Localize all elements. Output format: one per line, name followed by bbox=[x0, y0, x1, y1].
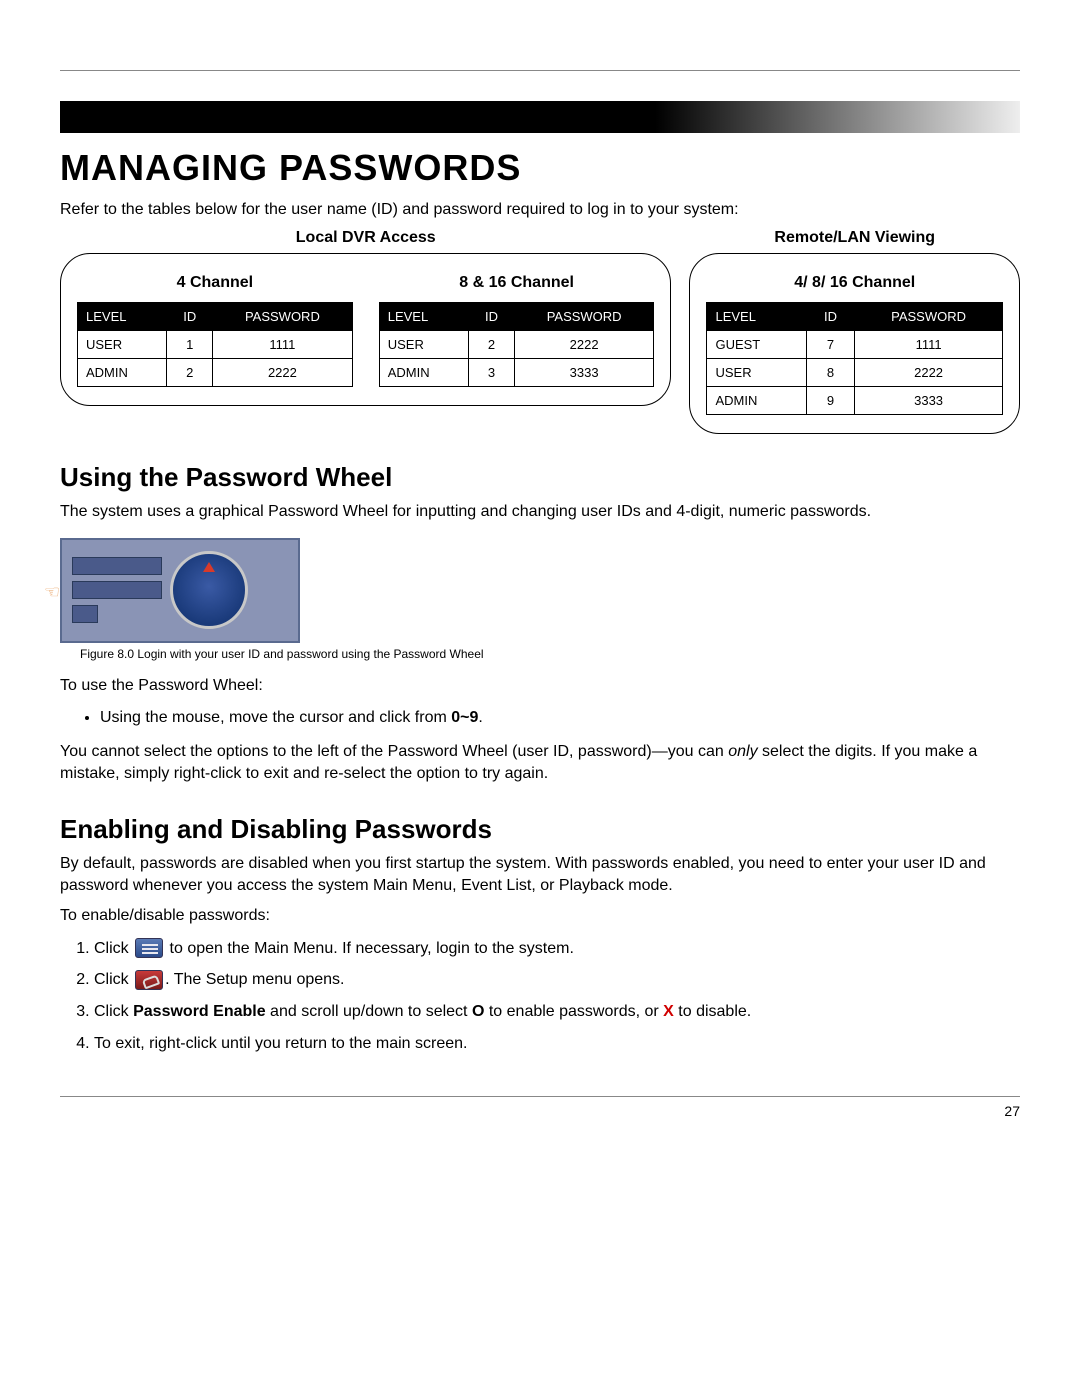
wheel-note: You cannot select the options to the lef… bbox=[60, 741, 1020, 786]
remote-access-label: Remote/LAN Viewing bbox=[689, 229, 1020, 247]
remote-table: LEVEL ID PASSWORD GUEST 7 1111 USER 8 22… bbox=[706, 302, 1003, 415]
table-row: ADMIN 2 2222 bbox=[78, 359, 353, 387]
col-id: ID bbox=[469, 303, 515, 331]
col-id: ID bbox=[806, 303, 854, 331]
page-number: 27 bbox=[60, 1103, 1020, 1119]
enable-desc: By default, passwords are disabled when … bbox=[60, 853, 1020, 898]
page-title: MANAGING PASSWORDS bbox=[60, 147, 1020, 189]
wheel-pw-field bbox=[72, 581, 162, 599]
top-rule bbox=[60, 70, 1020, 71]
col-level: LEVEL bbox=[707, 303, 806, 331]
wheel-small-field bbox=[72, 605, 98, 623]
menu-icon bbox=[135, 938, 163, 958]
col-level: LEVEL bbox=[379, 303, 468, 331]
hand-icon: ☞ bbox=[44, 582, 60, 603]
wheel-heading: Using the Password Wheel bbox=[60, 462, 1020, 493]
local-816ch-heading: 8 & 16 Channel bbox=[379, 274, 655, 292]
step-1: Click to open the Main Menu. If necessar… bbox=[94, 936, 1020, 962]
step-4: To exit, right-click until you return to… bbox=[94, 1031, 1020, 1057]
password-wheel-figure: ☞ bbox=[60, 538, 300, 643]
col-password: PASSWORD bbox=[514, 303, 654, 331]
table-row: USER 2 2222 bbox=[379, 331, 654, 359]
wheel-disc-icon bbox=[170, 551, 248, 629]
local-4ch-table: LEVEL ID PASSWORD USER 1 1111 ADMIN 2 bbox=[77, 302, 353, 387]
to-enable-text: To enable/disable passwords: bbox=[60, 905, 1020, 927]
to-use-text: To use the Password Wheel: bbox=[60, 675, 1020, 697]
table-row: ADMIN 3 3333 bbox=[379, 359, 654, 387]
intro-text: Refer to the tables below for the user n… bbox=[60, 199, 1020, 221]
setup-icon bbox=[135, 970, 163, 990]
bullet-item: Using the mouse, move the cursor and cli… bbox=[100, 705, 1020, 731]
local-816ch-table: LEVEL ID PASSWORD USER 2 2222 ADMIN 3 bbox=[379, 302, 655, 387]
enable-heading: Enabling and Disabling Passwords bbox=[60, 814, 1020, 845]
step-3: Click Password Enable and scroll up/down… bbox=[94, 999, 1020, 1025]
tables-row: Local DVR Access 4 Channel LEVEL ID PASS… bbox=[60, 229, 1020, 434]
col-password: PASSWORD bbox=[855, 303, 1003, 331]
bottom-rule bbox=[60, 1096, 1020, 1097]
col-password: PASSWORD bbox=[213, 303, 353, 331]
table-row: USER 8 2222 bbox=[707, 359, 1003, 387]
local-access-label: Local DVR Access bbox=[60, 229, 671, 247]
local-box: 4 Channel LEVEL ID PASSWORD USER 1 1111 bbox=[60, 253, 671, 406]
wheel-id-field bbox=[72, 557, 162, 575]
remote-heading: 4/ 8/ 16 Channel bbox=[706, 274, 1003, 292]
table-row: ADMIN 9 3333 bbox=[707, 387, 1003, 415]
figure-caption: Figure 8.0 Login with your user ID and p… bbox=[80, 647, 1020, 661]
table-row: USER 1 1111 bbox=[78, 331, 353, 359]
local-4ch-heading: 4 Channel bbox=[77, 274, 353, 292]
remote-box: 4/ 8/ 16 Channel LEVEL ID PASSWORD GUEST… bbox=[689, 253, 1020, 434]
header-bar bbox=[60, 101, 1020, 133]
col-level: LEVEL bbox=[78, 303, 167, 331]
col-id: ID bbox=[167, 303, 213, 331]
step-2: Click . The Setup menu opens. bbox=[94, 967, 1020, 993]
table-row: GUEST 7 1111 bbox=[707, 331, 1003, 359]
wheel-desc: The system uses a graphical Password Whe… bbox=[60, 501, 1020, 523]
